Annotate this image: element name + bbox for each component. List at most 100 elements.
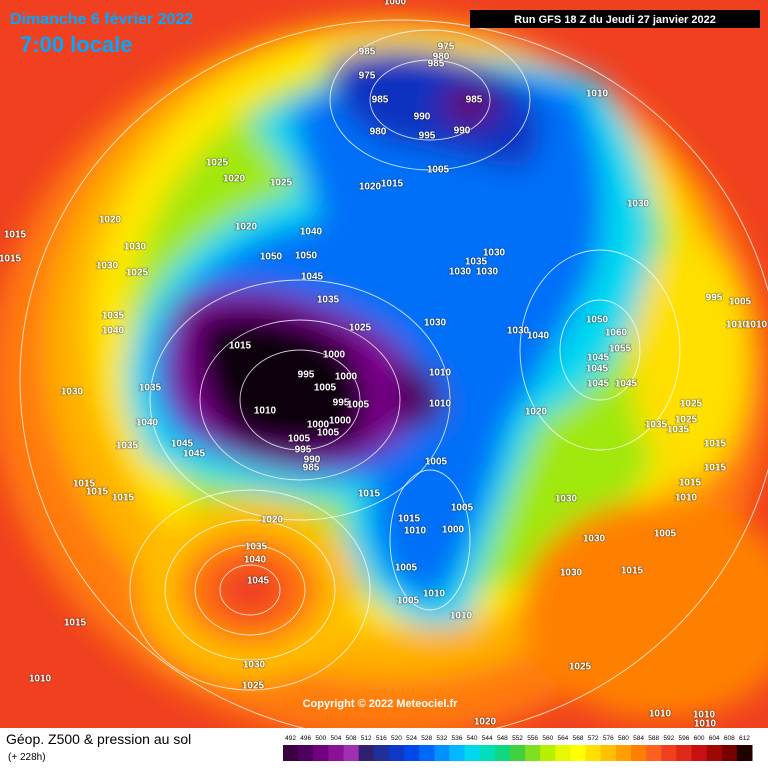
date-title: Dimanche 6 février 2022 — [10, 11, 193, 28]
pressure-label: 1025 — [675, 415, 698, 426]
pressure-label: 985 — [428, 59, 445, 70]
legend-swatch — [540, 745, 556, 761]
legend-label: 496 — [300, 735, 311, 742]
pressure-label: 985 — [466, 95, 483, 106]
pressure-label: 1030 — [124, 242, 147, 253]
legend-swatch — [373, 745, 390, 761]
pressure-label: 1010 — [423, 589, 446, 600]
legend-label: 580 — [618, 735, 629, 742]
pressure-label: 975 — [438, 42, 455, 53]
legend-label: 492 — [285, 735, 296, 742]
legend-swatch — [706, 745, 723, 761]
pressure-label: 1010 — [693, 710, 716, 721]
pressure-label: 1000 — [442, 525, 465, 536]
pressure-label: 1015 — [64, 618, 87, 629]
legend-swatch — [615, 745, 632, 761]
pressure-label: 1030 — [627, 199, 650, 210]
pressure-label: 1015 — [112, 493, 135, 504]
legend-label: 572 — [588, 735, 599, 742]
pressure-label: 1035 — [667, 425, 690, 436]
run-info: Run GFS 18 Z du Jeudi 27 janvier 2022 — [514, 14, 716, 26]
legend-swatch — [479, 745, 496, 761]
legend-swatch — [464, 745, 481, 761]
pressure-label: 1045 — [247, 576, 270, 587]
legend-swatch — [313, 745, 329, 761]
pressure-label: 1000 — [384, 0, 407, 8]
pressure-label: 1025 — [242, 681, 265, 692]
pressure-label: 1040 — [136, 418, 159, 429]
pressure-label: 1025 — [349, 323, 372, 334]
legend-swatch — [328, 745, 345, 761]
legend-swatch — [449, 745, 466, 761]
pressure-label: 1035 — [245, 542, 268, 553]
pressure-label: 1055 — [609, 344, 632, 355]
pressure-label: 1005 — [654, 529, 677, 540]
legend-swatch — [570, 745, 587, 761]
pressure-label: 995 — [419, 131, 436, 142]
legend-label: 568 — [573, 735, 584, 742]
pressure-label: 1010 — [429, 368, 452, 379]
pressure-label: 1030 — [61, 387, 84, 398]
pressure-label: 1030 — [449, 267, 472, 278]
pressure-label: 1005 — [314, 383, 337, 394]
pressure-label: 1050 — [260, 252, 283, 263]
pressure-label: 1010 — [586, 89, 609, 100]
legend-label: 560 — [542, 735, 553, 742]
pressure-label: 1015 — [398, 514, 421, 525]
pressure-label: 1020 — [261, 515, 284, 526]
pressure-label: 1030 — [483, 248, 506, 259]
pressure-label: 1030 — [424, 318, 447, 329]
pressure-label: 980 — [433, 52, 450, 63]
pressure-label: 1030 — [243, 660, 266, 671]
pressure-label: 1015 — [704, 463, 727, 474]
pressure-label: 1010 — [726, 320, 749, 331]
pressure-label: 1010 — [450, 611, 473, 622]
pressure-label: 1015 — [229, 341, 252, 352]
legend-swatch — [600, 745, 617, 761]
pressure-label: 1040 — [244, 555, 267, 566]
pressure-label: 1045 — [587, 353, 610, 364]
legend-swatch — [404, 745, 420, 761]
legend-swatch — [343, 745, 360, 761]
legend-label: 532 — [436, 735, 447, 742]
color-legend: 492 496 500 504 508 512 516 520 524 528 532 536 540 5… — [283, 735, 753, 761]
pressure-label: 1015 — [621, 566, 644, 577]
pressure-label: 980 — [370, 127, 387, 138]
pressure-label: 1035 — [645, 420, 668, 431]
legend-label: 612 — [739, 735, 750, 742]
pressure-label: 1045 — [183, 449, 206, 460]
legend-swatch — [358, 745, 375, 761]
legend-swatch — [509, 745, 526, 761]
pressure-label: 995 — [706, 293, 723, 304]
pressure-label: 1020 — [99, 215, 122, 226]
footer-subtitle: (+ 228h) — [8, 752, 46, 763]
run-banner — [470, 10, 760, 28]
pressure-label: 1060 — [605, 328, 628, 339]
pressure-label: 1025 — [270, 178, 293, 189]
pressure-label: 1005 — [427, 165, 450, 176]
pressure-label: 1045 — [171, 439, 194, 450]
legend-label: 564 — [557, 735, 568, 742]
pressure-label: 1015 — [73, 479, 96, 490]
legend-label: 608 — [724, 735, 735, 742]
pressure-label: 1005 — [395, 563, 418, 574]
legend-label: 576 — [603, 735, 614, 742]
pressure-label: 1030 — [560, 568, 583, 579]
legend-label: 596 — [678, 735, 689, 742]
legend-label: 500 — [315, 735, 326, 742]
legend-label: 512 — [361, 735, 372, 742]
pressure-label: 1030 — [507, 326, 530, 337]
footer-title: Géop. Z500 & pression au sol — [6, 731, 191, 747]
pressure-label: 1040 — [527, 331, 550, 342]
pressure-label: 1025 — [680, 399, 703, 410]
legend-label: 548 — [497, 735, 508, 742]
pressure-label: 1045 — [587, 379, 610, 390]
legend-swatch — [419, 745, 435, 761]
pressure-label: 1005 — [347, 400, 370, 411]
pressure-label: 1035 — [465, 257, 488, 268]
pressure-label: 1020 — [223, 174, 246, 185]
pressure-label: 990 — [454, 126, 471, 137]
pressure-label: 1005 — [425, 457, 448, 468]
